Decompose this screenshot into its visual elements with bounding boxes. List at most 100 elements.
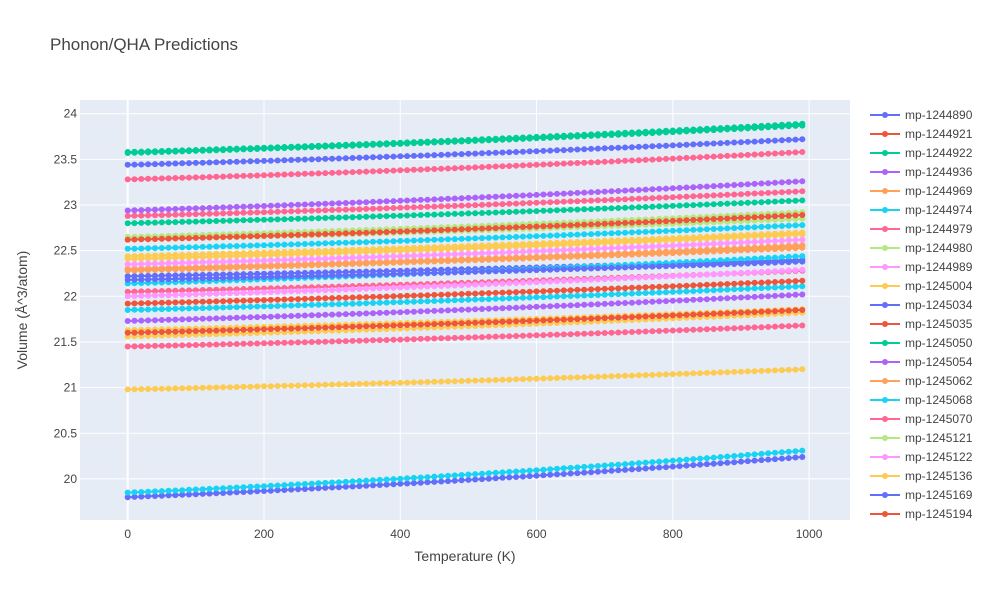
legend-item[interactable]: mp-1245169 [870,488,973,502]
data-point [751,180,758,187]
data-point [349,214,356,221]
legend-item[interactable]: mp-1244936 [870,165,973,179]
legend-item[interactable]: mp-1245122 [870,450,973,464]
data-point [199,159,206,166]
data-point [738,368,744,375]
legend[interactable]: mp-1244890 mp-1244921 mp-1244922 mp-1244936… [870,108,973,521]
tick-labels: 0 200 400 600 800 10002020.52121.52222.52323.… [54,107,823,541]
data-point [533,133,540,140]
data-point [295,262,302,269]
data-point [376,238,383,245]
data-point [581,292,588,299]
legend-item[interactable]: mp-1245194 [870,507,973,521]
data-point [540,240,547,247]
data-point [206,146,213,153]
data-point [424,283,431,290]
data-point [581,238,588,245]
data-point [240,258,247,265]
data-point [308,240,315,247]
y-tick-label: 21.5 [54,335,78,349]
data-point [445,226,451,233]
data-point [254,340,261,347]
data-point [335,169,342,176]
data-point [451,202,458,209]
data-point [424,138,431,145]
data-point [451,472,458,479]
data-point [465,296,472,303]
data-point [240,242,247,249]
data-point [342,206,349,213]
data-point [642,143,649,150]
data-point [329,324,336,331]
data-point [540,199,547,206]
data-point [158,245,165,251]
data-point [738,181,744,188]
data-point [274,273,281,280]
legend-item[interactable]: mp-1244979 [870,222,973,236]
data-point [608,252,615,259]
data-point [138,148,145,155]
data-point [158,160,165,167]
data-point [683,184,690,191]
legend-item[interactable]: mp-1244890 [870,108,973,122]
data-point [451,243,458,250]
data-point [226,484,233,491]
data-point [724,182,731,189]
data-point [540,303,547,310]
data-point [199,328,206,334]
data-point [772,238,778,244]
data-point [274,288,281,295]
data-point [424,292,431,299]
legend-item[interactable]: mp-1245121 [870,431,973,445]
data-point [342,261,349,268]
data-point [152,306,158,313]
data-point [472,334,479,341]
legend-item[interactable]: mp-1245035 [870,317,973,331]
data-point [526,473,533,480]
legend-item[interactable]: mp-1245062 [870,374,973,388]
legend-item[interactable]: mp-1244974 [870,203,973,217]
data-point [165,244,172,251]
legend-item[interactable]: mp-1245054 [870,355,973,369]
data-point [445,335,451,342]
data-point [199,298,206,305]
series-line [127,258,803,278]
data-point [410,197,417,204]
legend-item[interactable]: mp-1245068 [870,393,973,407]
data-point [506,149,513,156]
data-point [738,286,744,292]
data-point [751,285,758,292]
legend-marker-icon [882,340,888,346]
legend-item[interactable]: mp-1244922 [870,146,973,160]
data-point [363,310,370,317]
data-point [656,156,663,163]
data-point [206,251,213,257]
legend-item[interactable]: mp-1245050 [870,336,973,350]
data-point [506,304,513,311]
x-axis-title: Temperature (K) [414,548,515,564]
data-point [574,316,581,323]
data-point [608,467,615,474]
data-point [267,232,274,239]
legend-marker-icon [882,245,888,251]
data-point [690,282,697,289]
legend-item[interactable]: mp-1245070 [870,412,973,426]
legend-item[interactable]: mp-1244921 [870,127,973,141]
data-point [131,386,138,393]
legend-item[interactable]: mp-1245034 [870,298,973,312]
data-point [288,208,295,215]
legend-item[interactable]: mp-1245004 [870,279,973,293]
data-point [690,326,697,333]
legend-item[interactable]: mp-1244969 [870,184,973,198]
data-point [410,152,417,159]
legend-item[interactable]: mp-1244989 [870,260,973,274]
data-point [186,385,192,392]
data-point [199,265,206,271]
data-point [744,294,751,301]
legend-item[interactable]: mp-1245136 [870,469,973,483]
data-point [669,202,676,209]
legend-item[interactable]: mp-1244980 [870,241,973,255]
data-point [765,323,772,330]
data-point [663,242,669,249]
series-line [127,151,803,181]
